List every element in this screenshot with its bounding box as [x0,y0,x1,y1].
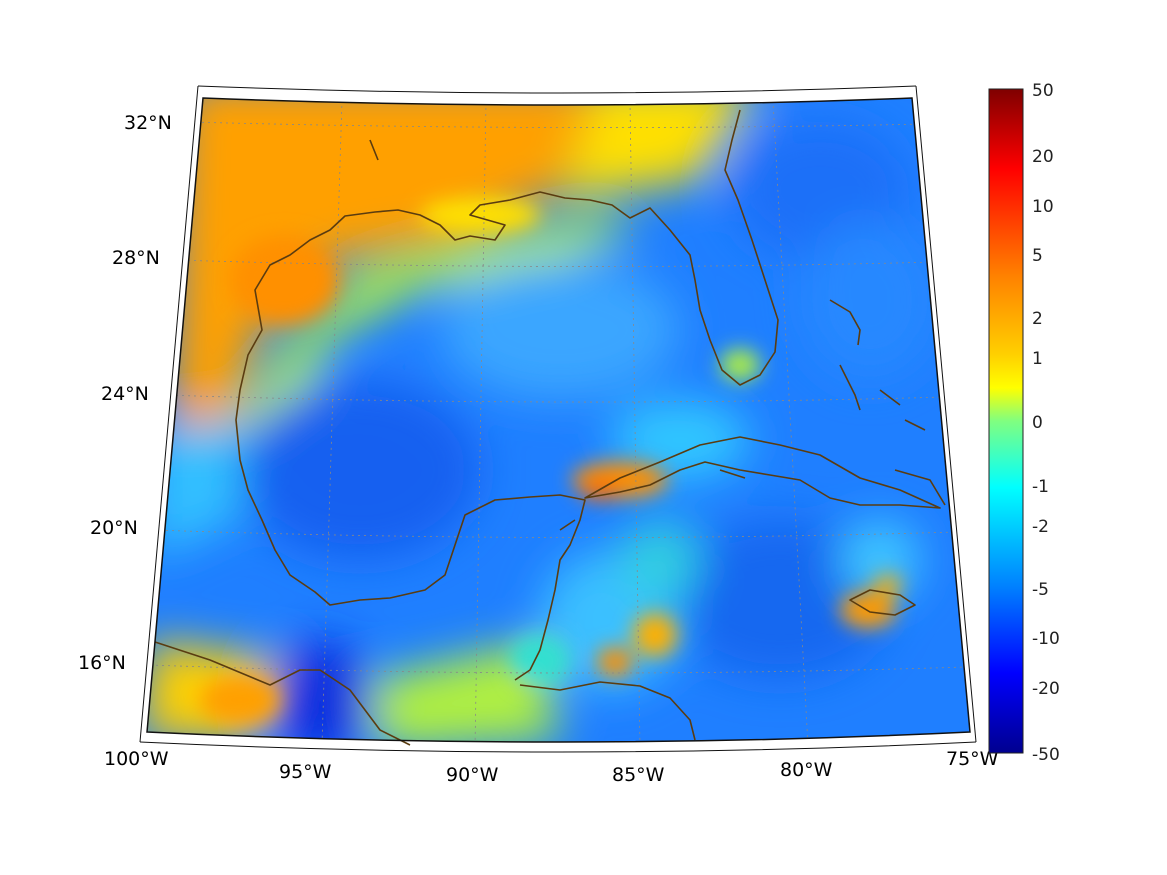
lat-label-32n: 32°N [124,112,172,134]
lat-label-24n: 24°N [101,383,149,405]
coastlines [154,109,946,746]
lon-label-80w: 80°W [780,759,833,781]
lon-label-100w: 100°W [104,748,169,770]
colorbar-tick: 50 [1032,81,1054,101]
colorbar: 50 20 10 5 2 1 0 -1 -2 -5 -10 -20 -50 [988,81,1060,765]
colorbar-tick: 1 [1032,349,1043,369]
longitude-labels: 100°W 95°W 90°W 85°W 80°W 75°W [104,748,999,786]
lon-label-85w: 85°W [612,764,665,786]
colorbar-tick: -10 [1032,629,1060,649]
graticule [149,99,966,742]
colorbar-tick: 0 [1032,413,1043,433]
colorbar-tick: -1 [1032,477,1049,497]
lon-label-95w: 95°W [279,761,332,783]
lat-label-28n: 28°N [112,247,160,269]
colorbar-tick: 2 [1032,309,1043,329]
lon-label-90w: 90°W [446,764,499,786]
colorbar-tick: -2 [1032,517,1049,537]
colorbar-tick: 5 [1032,246,1043,266]
data-field [147,98,970,742]
colorbar-gradient [988,88,1024,754]
map-frame [139,85,977,753]
colorbar-tick: -50 [1032,745,1060,765]
lat-label-20n: 20°N [90,517,138,539]
colorbar-tick: -5 [1032,580,1049,600]
colorbar-tick: 20 [1032,147,1054,167]
lat-label-16n: 16°N [78,652,126,674]
colorbar-tick: 10 [1032,197,1054,217]
lon-label-75w: 75°W [946,748,999,770]
colorbar-tick: -20 [1032,679,1060,699]
latitude-labels: 32°N 28°N 24°N 20°N 16°N [78,112,172,674]
